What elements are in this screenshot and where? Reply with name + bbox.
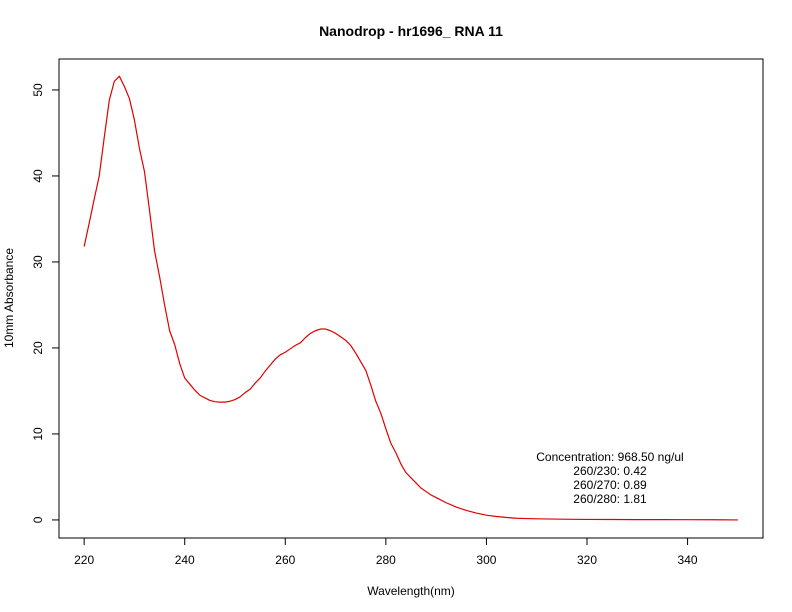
x-axis: 220 240 260 280 300 320 340	[74, 538, 698, 567]
stats-annotation: Concentration: 968.50 ng/ul 260/230: 0.4…	[536, 450, 683, 506]
x-tick-label: 280	[376, 553, 396, 567]
y-axis-label: 10mm Absorbance	[2, 248, 16, 348]
y-tick-label: 0	[31, 516, 45, 523]
chart-title: Nanodrop - hr1696_ RNA 11	[319, 23, 503, 39]
annotation-concentration: Concentration: 968.50 ng/ul	[536, 450, 683, 464]
plot-frame	[58, 58, 764, 539]
series-layer	[83, 75, 738, 521]
absorbance-line	[83, 75, 738, 521]
annotation-ratio-260-270: 260/270: 0.89	[573, 478, 647, 492]
y-tick-label: 50	[31, 83, 45, 97]
y-tick-label: 30	[31, 255, 45, 269]
x-tick-label: 340	[678, 553, 698, 567]
annotation-ratio-260-230: 260/230: 0.42	[573, 464, 647, 478]
x-tick-label: 240	[175, 553, 195, 567]
y-tick-label: 10	[31, 427, 45, 441]
x-tick-label: 320	[577, 553, 597, 567]
x-tick-label: 220	[74, 553, 94, 567]
x-tick-label: 300	[476, 553, 496, 567]
x-axis-label: Wavelength(nm)	[367, 584, 455, 598]
x-tick-label: 260	[275, 553, 295, 567]
y-axis: 0 10 20 30 40 50	[31, 83, 59, 523]
y-tick-label: 40	[31, 169, 45, 183]
annotation-ratio-260-280: 260/280: 1.81	[573, 492, 647, 506]
y-tick-label: 20	[31, 341, 45, 355]
